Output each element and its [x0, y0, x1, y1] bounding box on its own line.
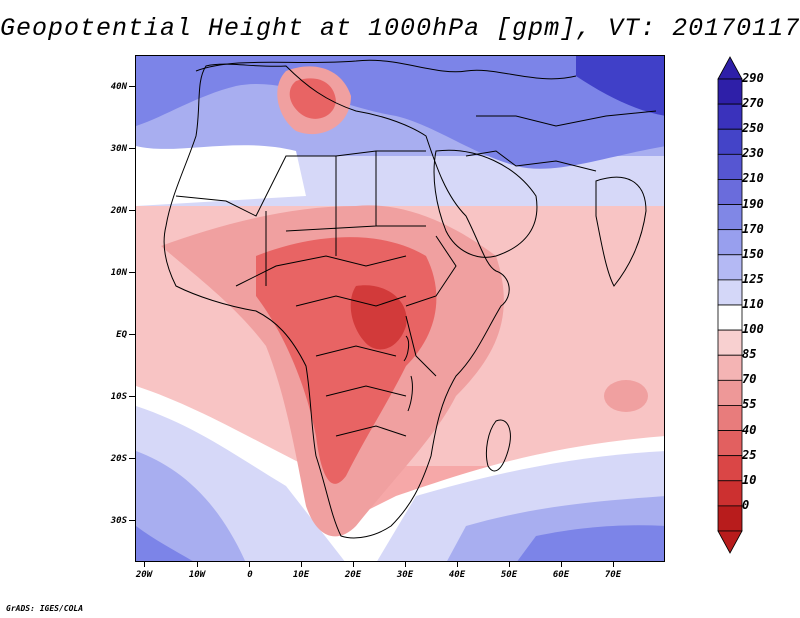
africa-coastline: [163, 63, 510, 539]
colorbar-swatch: [717, 455, 743, 482]
colorbar-label: 210: [742, 171, 764, 186]
lat-label-10s: 10S: [110, 392, 127, 402]
lon-tick: [249, 562, 250, 567]
colorbar-label: 270: [742, 96, 764, 111]
lat-label-30n: 30N: [110, 144, 127, 154]
lon-tick: [457, 562, 458, 567]
borders-north-africa: [175, 150, 426, 286]
colorbar-label: 0: [742, 497, 750, 512]
borders-central-africa: [235, 255, 407, 437]
lon-label-20w: 20W: [135, 570, 153, 580]
lon-tick: [301, 562, 302, 567]
colorbar-label: 40: [742, 422, 757, 437]
colorbar-swatch: [717, 405, 743, 431]
colorbar-label: 10: [742, 472, 757, 487]
lon-label-20e: 20E: [344, 570, 362, 580]
lon-label-30e: 30E: [396, 570, 414, 580]
field-africa-deep-red: [350, 285, 407, 350]
colorbar: [717, 56, 743, 554]
colorbar-swatch: [717, 229, 743, 256]
colorbar-swatch: [717, 153, 743, 180]
lat-label-20s: 20S: [110, 454, 127, 464]
lon-label-60e: 60E: [552, 570, 570, 580]
lon-label-50e: 50E: [500, 570, 518, 580]
colorbar-swatch: [717, 304, 743, 331]
colorbar-label: 85: [742, 347, 757, 362]
field-south-deep-blue: [136, 526, 193, 561]
lon-tick: [197, 562, 198, 567]
colorbar-label: 250: [742, 121, 764, 136]
lat-tick: [129, 396, 135, 397]
lon-label-10w: 10W: [188, 570, 206, 580]
colorbar-swatch: [717, 128, 743, 155]
colorbar-swatch: [717, 279, 743, 306]
lat-tick: [129, 148, 135, 149]
lat-label-40n: 40N: [110, 82, 127, 92]
field-north-west-white: [136, 145, 306, 206]
lat-label-30s: 30S: [110, 516, 127, 526]
lat-tick: [129, 272, 135, 273]
lon-label-70e: 70E: [604, 570, 622, 580]
colorbar-label: 170: [742, 221, 764, 236]
coastlines: [163, 59, 657, 539]
colorbar-swatch: [717, 103, 743, 130]
lat-tick: [129, 458, 135, 459]
lon-tick: [613, 562, 614, 567]
colorbar-label: 70: [742, 372, 757, 387]
lon-label-40e: 40E: [448, 570, 466, 580]
lon-tick: [144, 562, 145, 567]
colorbar-label: 25: [742, 447, 757, 462]
lon-tick: [561, 562, 562, 567]
colorbar-label: 150: [742, 246, 764, 261]
map-canvas: [136, 56, 664, 561]
colorbar-label: 290: [742, 71, 764, 85]
colorbar-swatch: [717, 254, 743, 281]
lon-tick: [509, 562, 510, 567]
colorbar-swatch: [717, 505, 743, 532]
colorbar-swatch: [717, 354, 743, 381]
arabia-outline: [433, 149, 538, 258]
lat-tick: [129, 334, 135, 335]
lat-label-10n: 10N: [110, 268, 127, 278]
colorbar-swatch: [717, 480, 743, 507]
lakes: [403, 335, 413, 412]
lat-label-eq: EQ: [116, 330, 127, 340]
lon-tick: [353, 562, 354, 567]
europe-coast: [195, 59, 577, 80]
field-med-low-inner: [289, 78, 336, 119]
field-north-deep-blue: [576, 56, 664, 116]
colorbar-swatch: [717, 78, 743, 105]
lon-tick: [405, 562, 406, 567]
madagascar-outline: [485, 419, 511, 472]
colorbar-label: 55: [742, 397, 757, 412]
colorbar-swatch: [717, 430, 743, 457]
colorbar-bottom-arrow: [717, 530, 743, 554]
lat-tick: [129, 86, 135, 87]
colorbar-swatch: [717, 329, 743, 356]
field-north-mid-blue: [136, 56, 664, 169]
borders-middle-east: [465, 110, 657, 172]
map-panel: [135, 55, 665, 562]
field-south-light-blue: [136, 451, 246, 561]
colorbar-label: 125: [742, 271, 764, 286]
colorbar-swatch: [717, 204, 743, 231]
footer-credit: GrADS: IGES/COLA: [6, 604, 84, 613]
field-indian-ocean-patch: [604, 380, 648, 412]
lat-tick: [129, 210, 135, 211]
lon-label-10e: 10E: [292, 570, 310, 580]
colorbar-swatch: [717, 379, 743, 406]
lat-label-20n: 20N: [110, 206, 127, 216]
chart-title: Geopotential Height at 1000hPa [gpm], VT…: [0, 14, 800, 43]
lat-tick: [129, 520, 135, 521]
india-outline: [595, 176, 647, 287]
colorbar-label: 110: [742, 297, 764, 311]
colorbar-label: 100: [742, 322, 764, 337]
lon-label-0: 0: [247, 570, 253, 580]
colorbar-label: 230: [742, 146, 764, 161]
field-south-east-blue: [517, 525, 664, 561]
colorbar-swatch: [717, 179, 743, 205]
colorbar-label: 190: [742, 196, 764, 211]
borders-east-africa: [405, 235, 457, 377]
colorbar-top-arrow: [717, 56, 743, 80]
